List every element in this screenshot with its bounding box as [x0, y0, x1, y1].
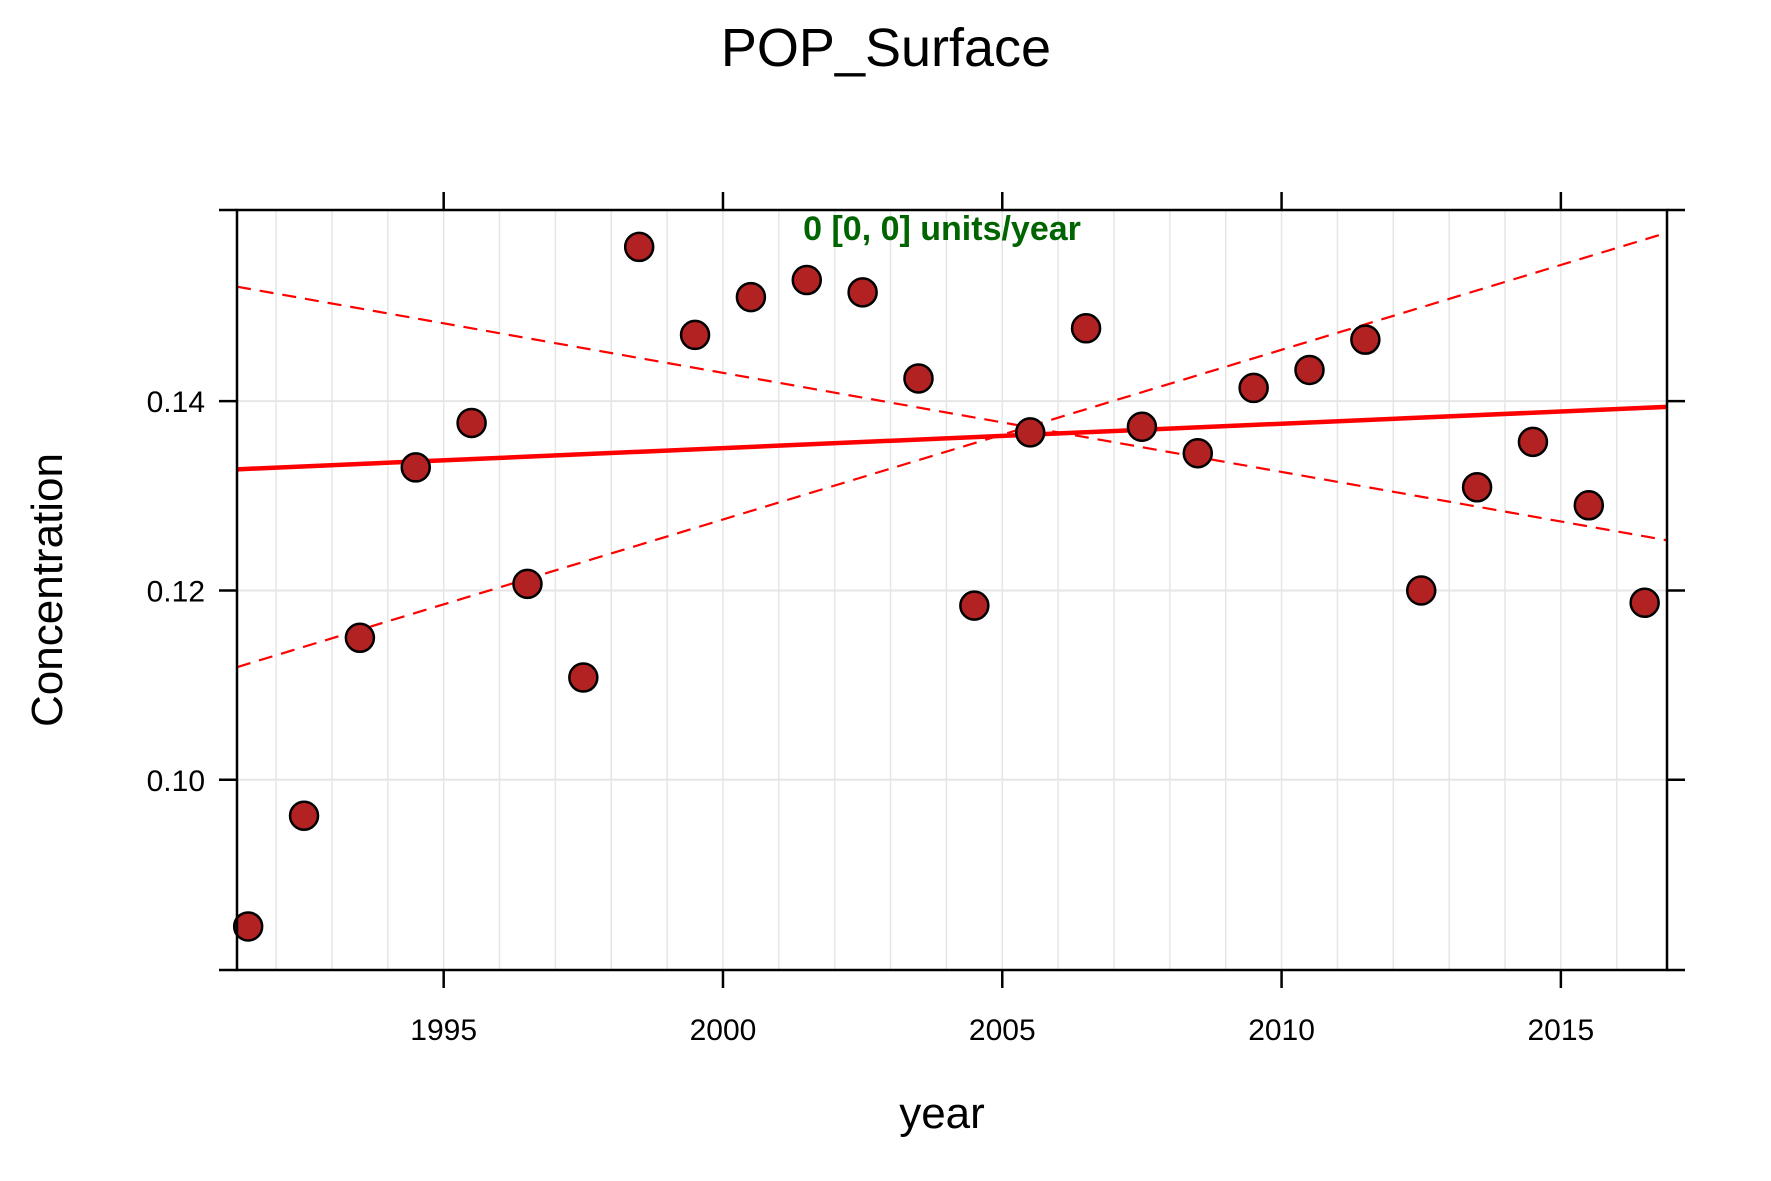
- data-point: [1126, 411, 1158, 442]
- data-point: [791, 264, 823, 296]
- data-point: [1517, 426, 1549, 458]
- x-tick-label: 2015: [1527, 1014, 1594, 1047]
- data-point: [512, 568, 543, 600]
- x-axis-label: year: [899, 1089, 985, 1138]
- data-point: [1629, 587, 1660, 619]
- data-point: [623, 231, 655, 263]
- data-point: [568, 662, 599, 693]
- data-point: [1182, 437, 1214, 469]
- data-point: [1461, 472, 1493, 503]
- data-point: [903, 363, 934, 394]
- y-tick-label: 0.12: [147, 575, 205, 608]
- confidence-line: [236, 285, 1668, 542]
- data-point: [847, 277, 878, 308]
- x-tick-label: 2000: [690, 1014, 757, 1047]
- x-tick-label: 2005: [969, 1014, 1036, 1047]
- data-point: [679, 319, 711, 351]
- grid: [237, 210, 1667, 970]
- data-point: [1350, 324, 1381, 355]
- x-tick-label: 2010: [1248, 1014, 1315, 1047]
- y-axis-label: Concentration: [23, 453, 72, 727]
- trend-annotation: 0 [0, 0] units/year: [803, 210, 1081, 248]
- chart-title: POP_Surface: [721, 18, 1051, 78]
- data-point: [400, 452, 431, 483]
- x-tick-label: 1995: [410, 1014, 477, 1047]
- data-point: [1405, 575, 1437, 606]
- data-points: [232, 231, 1660, 942]
- data-point: [288, 800, 320, 831]
- data-point: [456, 407, 487, 439]
- data-point: [1294, 354, 1325, 386]
- data-point: [1014, 417, 1046, 448]
- data-point: [1070, 313, 1102, 344]
- data-point: [1238, 372, 1269, 404]
- y-tick-label: 0.10: [147, 765, 205, 798]
- y-tick-label: 0.14: [147, 386, 205, 419]
- data-point: [344, 622, 376, 654]
- data-point: [959, 590, 990, 621]
- data-point: [735, 281, 767, 313]
- trend-lines: [236, 231, 1668, 669]
- trend-line: [236, 404, 1668, 472]
- confidence-line: [236, 231, 1668, 669]
- data-point: [1573, 490, 1605, 521]
- axis-ticks: 1995 2000 2005 2010 2015 0.10 0.12 0.14: [147, 192, 1685, 1047]
- data-point: [232, 911, 264, 942]
